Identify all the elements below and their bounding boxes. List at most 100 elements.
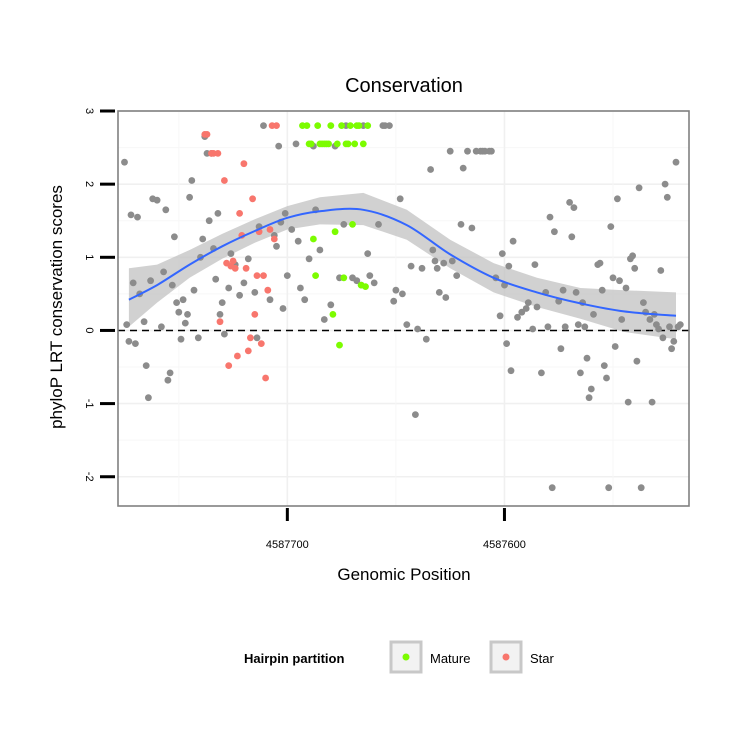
data-point-other <box>199 235 207 243</box>
data-point-other <box>440 259 448 267</box>
data-point-other <box>464 147 471 155</box>
x-axis-title: Genomic Position <box>337 565 470 584</box>
legend: Hairpin partition Mature Star <box>244 640 555 674</box>
data-point-other <box>145 394 152 402</box>
data-point-star <box>251 311 259 318</box>
data-point-other <box>574 321 582 328</box>
data-point-other <box>216 311 224 318</box>
data-point-other <box>435 289 443 296</box>
legend-item-star: Star <box>489 640 555 674</box>
data-point-other <box>184 311 191 318</box>
data-point-mature <box>362 283 369 290</box>
data-point-other <box>629 252 636 260</box>
data-point-other <box>607 223 615 231</box>
data-point-other <box>429 246 437 254</box>
data-point-mature <box>346 122 354 129</box>
chart-title: Conservation <box>345 75 463 97</box>
data-point-mature <box>355 122 363 129</box>
data-point-mature <box>310 235 317 243</box>
data-point-star <box>242 264 250 272</box>
data-point-other <box>448 257 456 265</box>
data-point-other <box>340 221 348 228</box>
data-point-other <box>181 319 189 327</box>
data-point-other <box>297 284 304 292</box>
data-point-star <box>257 340 265 347</box>
data-point-star <box>260 272 267 279</box>
data-point-other <box>127 211 135 219</box>
data-point-star <box>229 257 237 265</box>
data-point-other <box>158 323 165 331</box>
data-point-mature <box>314 122 322 129</box>
data-point-star <box>234 352 241 360</box>
data-point-other <box>407 262 415 270</box>
data-point-other <box>572 289 580 296</box>
y-tick-label: -2 <box>83 472 95 482</box>
data-point-other <box>316 246 324 254</box>
data-point-other <box>657 267 665 274</box>
data-point-other <box>292 140 300 148</box>
y-tick-label: 0 <box>83 327 95 333</box>
data-point-other <box>568 233 576 241</box>
data-point-other <box>548 484 556 492</box>
data-point-star <box>236 210 244 217</box>
data-point-other <box>225 284 233 292</box>
data-point-other <box>273 242 280 250</box>
y-tick-label: 1 <box>83 254 95 260</box>
data-point-other <box>666 323 673 331</box>
data-point-other <box>488 147 495 155</box>
data-point-other <box>457 221 465 228</box>
data-point-other <box>531 261 539 268</box>
data-point-other <box>546 213 554 221</box>
data-point-other <box>614 195 621 203</box>
data-point-other <box>418 264 426 272</box>
data-point-other <box>414 325 421 333</box>
data-point-other <box>624 398 632 406</box>
data-point-other <box>603 374 610 382</box>
data-point-mature <box>336 341 343 349</box>
data-point-other <box>505 262 513 270</box>
data-point-other <box>670 338 678 345</box>
data-point-other <box>609 274 617 282</box>
data-point-other <box>509 237 517 245</box>
data-point-mature <box>307 140 315 148</box>
plot-area <box>117 110 690 507</box>
data-point-other <box>598 286 606 294</box>
data-point-other <box>659 334 667 342</box>
data-point-other <box>561 323 569 331</box>
data-point-other <box>566 199 573 206</box>
data-point-other <box>301 296 309 304</box>
data-point-other <box>194 334 202 342</box>
data-point-star <box>249 195 256 203</box>
legend-label-mature: Mature <box>430 651 470 666</box>
data-point-other <box>507 367 515 375</box>
data-point-other <box>121 158 128 166</box>
data-point-other <box>648 398 656 406</box>
data-point-other <box>431 257 439 265</box>
data-point-star <box>216 318 224 326</box>
data-point-other <box>587 385 595 393</box>
data-point-other <box>661 180 669 188</box>
data-point-other <box>212 275 220 283</box>
data-point-other <box>427 166 434 173</box>
data-point-other <box>422 335 430 343</box>
data-point-other <box>468 224 476 232</box>
data-point-other <box>544 323 552 331</box>
data-point-other <box>190 286 198 294</box>
data-point-other <box>364 250 372 257</box>
data-point-star <box>262 374 269 382</box>
data-point-mature <box>340 274 348 282</box>
data-point-mature <box>325 140 332 148</box>
data-point-star <box>225 362 233 369</box>
data-point-other <box>253 334 261 342</box>
x-tick-label: 4587700 <box>266 539 309 551</box>
data-point-other <box>162 206 170 214</box>
data-point-other <box>459 164 467 172</box>
data-point-mature <box>349 221 356 228</box>
data-point-other <box>294 237 302 245</box>
data-point-other <box>142 362 150 369</box>
data-point-other <box>125 338 133 345</box>
data-point-other <box>134 213 141 221</box>
data-point-other <box>186 193 194 201</box>
data-point-other <box>214 210 222 217</box>
data-point-other <box>375 221 382 228</box>
